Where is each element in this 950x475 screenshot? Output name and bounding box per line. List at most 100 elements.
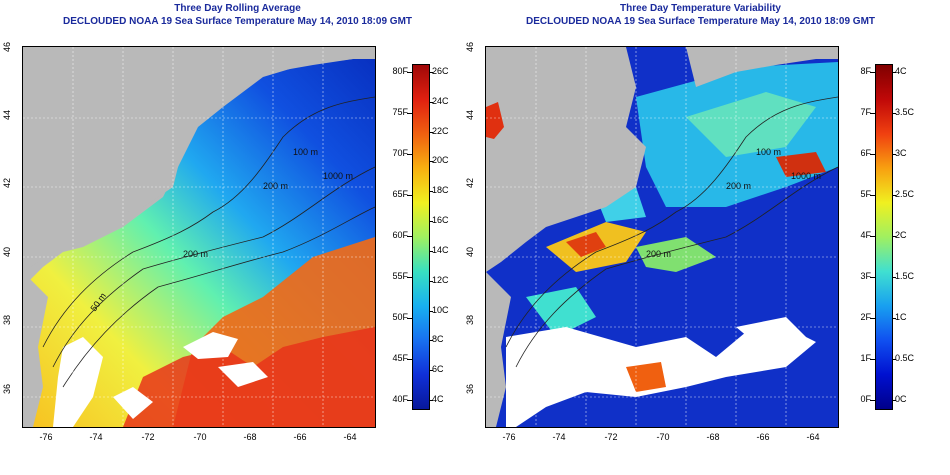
colorbar-tick <box>407 113 412 114</box>
lon-tick: -66 <box>293 432 307 442</box>
colorbar-label: 70F <box>392 148 408 158</box>
colorbar-label: 45F <box>392 353 408 363</box>
no-data-patch <box>53 337 103 427</box>
land-mass <box>223 47 375 87</box>
colorbar-tick <box>892 359 896 360</box>
colorbar-label: 18C <box>432 185 449 196</box>
colorbar-label: 26C <box>432 66 449 76</box>
colorbar-label: 14C <box>432 244 449 255</box>
colorbar-tick <box>892 277 896 278</box>
colorbar-tick <box>429 250 433 252</box>
lat-tick: 42 <box>2 178 12 189</box>
colorbar-label: 0.5C <box>895 353 915 363</box>
no-data-patch <box>218 362 268 387</box>
lon-tick: -68 <box>243 432 257 442</box>
colorbar-tick <box>870 277 875 278</box>
no-data-patch <box>183 332 238 359</box>
lat-tick: 44 <box>2 110 12 121</box>
colorbar-label: 16C <box>432 215 449 226</box>
bathymetry-contour <box>505 96 838 348</box>
lon-tick: -66 <box>756 432 770 442</box>
colorbar-tick <box>870 318 875 319</box>
lat-tick: 40 <box>465 247 475 258</box>
land-mass <box>486 47 646 272</box>
colorbar-tick <box>429 310 433 312</box>
contour-label: 200 m <box>646 249 671 259</box>
variability-field <box>486 102 504 139</box>
colorbar-label: 7F <box>860 107 871 117</box>
colorbar-tick <box>429 400 433 401</box>
lon-tick: -74 <box>552 432 566 442</box>
sst-variability-panel: Three Day Temperature Variability DECLOU… <box>463 0 938 475</box>
colorbar-tick <box>892 154 896 155</box>
bathymetry-contour <box>515 166 838 368</box>
colorbar-tick <box>429 131 433 133</box>
colorbar-tick <box>892 400 896 401</box>
lon-tick: -64 <box>343 432 357 442</box>
colorbar-label: 4C <box>432 394 444 404</box>
contour-label: 100 m <box>756 147 781 157</box>
colorbar-label: 3F <box>860 271 871 281</box>
colorbar-label: 6C <box>432 364 444 375</box>
lat-tick: 44 <box>465 110 475 121</box>
colorbar-label: 1F <box>860 353 871 363</box>
colorbar-tick <box>892 318 896 319</box>
colorbar-label: 1C <box>895 312 907 322</box>
colorbar-label: 2.5C <box>895 189 915 199</box>
colorbar-label: 3C <box>895 148 907 158</box>
colorbar-label: 2F <box>860 312 871 322</box>
colorbar-tick <box>870 72 875 73</box>
lon-tick: -76 <box>39 432 53 442</box>
colorbar-tick <box>407 318 412 319</box>
land-mass <box>23 47 183 272</box>
colorbar-tick <box>407 154 412 155</box>
variability-field <box>776 152 826 177</box>
lon-tick: -74 <box>89 432 103 442</box>
panel-title: Three Day Rolling Average <box>174 3 301 14</box>
lon-tick: -76 <box>502 432 516 442</box>
colorbar-tick <box>429 161 433 163</box>
colorbar-tick <box>407 72 412 73</box>
lon-tick: -72 <box>141 432 155 442</box>
colorbar-tick <box>407 400 412 401</box>
land-mass <box>23 272 48 427</box>
colorbar-label: 4F <box>860 230 871 240</box>
contour-label: 1000 m <box>791 171 821 181</box>
panel-subtitle: DECLOUDED NOAA 19 Sea Surface Temperatur… <box>525 16 876 27</box>
colorbar-tick <box>407 236 412 237</box>
contour-label: 200 m <box>183 249 208 259</box>
variability-colorbar <box>875 64 893 410</box>
colorbar-tick <box>429 370 433 372</box>
colorbar-label: 4C <box>895 66 907 76</box>
colorbar-tick <box>870 400 875 401</box>
bathymetry-contour <box>62 206 375 388</box>
colorbar-label: 0F <box>860 394 871 404</box>
colorbar-label: 3.5C <box>895 107 915 117</box>
sst-average-map: 100 m 200 m 1000 m 50 m 200 m <box>22 46 376 428</box>
colorbar-tick <box>870 359 875 360</box>
colorbar-label: 22C <box>432 125 449 136</box>
colorbar-label: 1.5C <box>895 271 915 281</box>
colorbar-tick <box>429 101 433 103</box>
colorbar-label: 24C <box>432 95 449 106</box>
colorbar-label: 50F <box>392 312 408 322</box>
colorbar-label: 55F <box>392 271 408 281</box>
colorbar-tick <box>892 113 896 114</box>
contour-label: 200 m <box>263 181 288 191</box>
sst-variability-map: 100 m 1000 m 200 m 200 m <box>485 46 839 428</box>
colorbar-label: 8F <box>860 66 871 76</box>
colorbar-label: 65F <box>392 189 408 199</box>
colorbar-tick <box>870 113 875 114</box>
colorbar-label: 8C <box>432 334 444 345</box>
colorbar-tick <box>870 154 875 155</box>
lat-tick: 38 <box>2 315 12 326</box>
lat-tick: 42 <box>465 178 475 189</box>
lon-tick: -72 <box>604 432 618 442</box>
colorbar-label: 40F <box>392 394 408 404</box>
no-data-patch <box>736 317 806 352</box>
colorbar-tick <box>892 195 896 196</box>
lat-tick: 46 <box>2 42 12 53</box>
colorbar-tick <box>429 221 433 223</box>
land-mass <box>486 272 511 427</box>
colorbar-tick <box>892 236 896 237</box>
